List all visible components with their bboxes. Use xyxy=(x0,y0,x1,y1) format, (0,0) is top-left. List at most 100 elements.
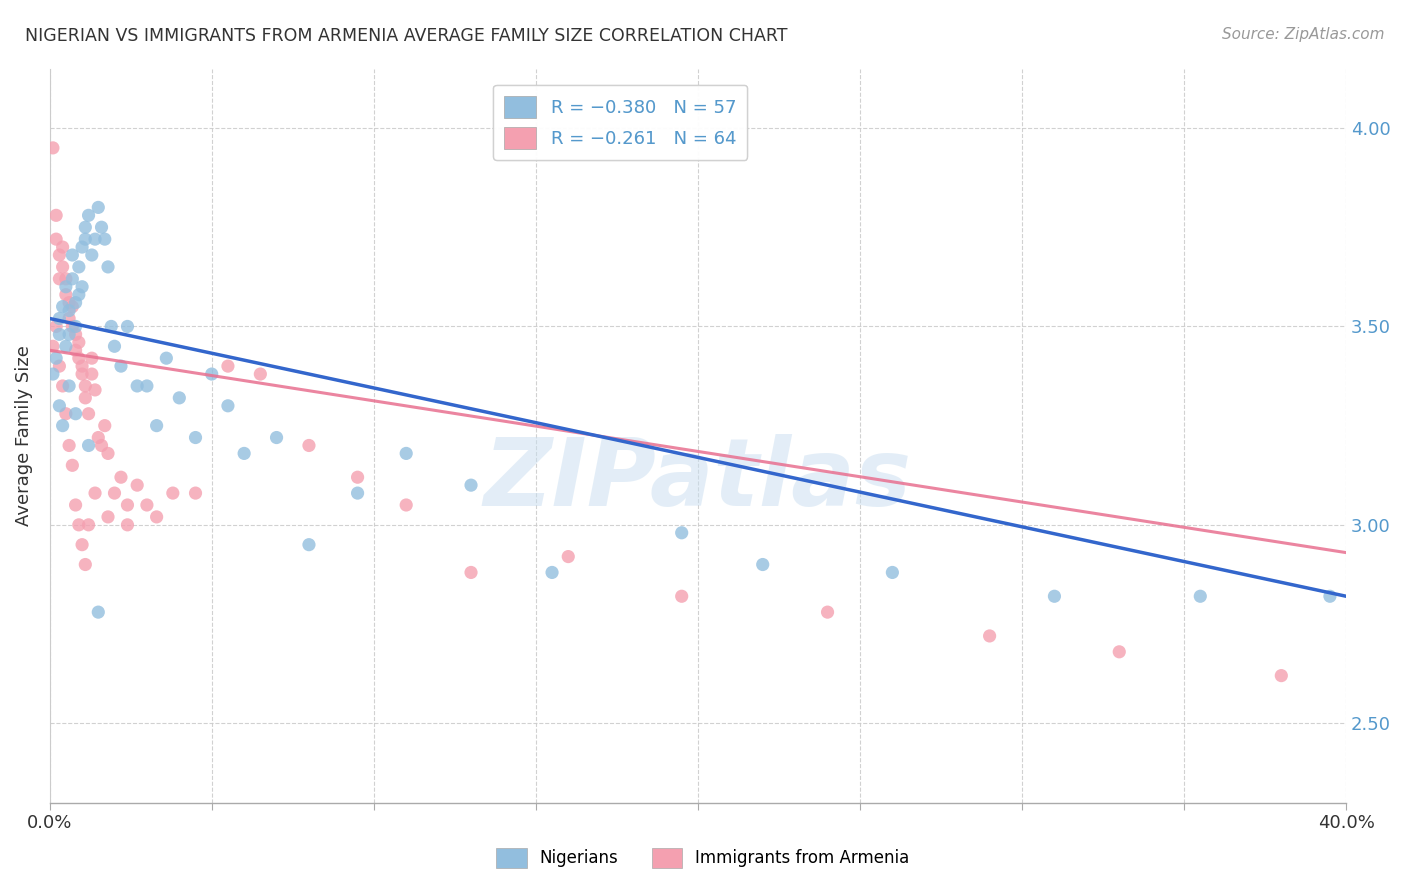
Point xyxy=(45,232,67,246)
Point xyxy=(77,517,100,532)
Point xyxy=(395,446,418,460)
Point xyxy=(117,319,139,334)
Point xyxy=(55,279,77,293)
Point xyxy=(184,431,207,445)
Point xyxy=(70,240,93,254)
Point xyxy=(882,566,904,580)
Point xyxy=(42,141,65,155)
Point xyxy=(67,351,90,366)
Point xyxy=(346,486,368,500)
Text: Source: ZipAtlas.com: Source: ZipAtlas.com xyxy=(1222,27,1385,42)
Point xyxy=(84,232,107,246)
Point xyxy=(94,232,117,246)
Point xyxy=(75,220,97,235)
Point xyxy=(217,399,239,413)
Point xyxy=(80,367,103,381)
Point xyxy=(60,300,83,314)
Point xyxy=(55,287,77,301)
Point xyxy=(65,498,87,512)
Point xyxy=(103,339,125,353)
Point xyxy=(145,418,167,433)
Point xyxy=(155,351,177,366)
Point xyxy=(52,379,75,393)
Point xyxy=(45,351,67,366)
Point xyxy=(55,339,77,353)
Point xyxy=(127,478,149,492)
Point xyxy=(162,486,184,500)
Legend: R = −0.380   N = 57, R = −0.261   N = 64: R = −0.380 N = 57, R = −0.261 N = 64 xyxy=(494,85,747,160)
Point xyxy=(58,303,80,318)
Point xyxy=(671,525,693,540)
Text: ZIPatlas: ZIPatlas xyxy=(484,434,912,525)
Point xyxy=(45,208,67,222)
Point xyxy=(1189,589,1212,603)
Point xyxy=(48,359,70,373)
Point xyxy=(87,201,110,215)
Point xyxy=(97,509,120,524)
Point xyxy=(77,438,100,452)
Point xyxy=(460,566,482,580)
Point xyxy=(58,438,80,452)
Point xyxy=(45,319,67,334)
Point xyxy=(249,367,271,381)
Point xyxy=(87,431,110,445)
Point xyxy=(48,399,70,413)
Point xyxy=(65,407,87,421)
Point xyxy=(48,327,70,342)
Point xyxy=(84,383,107,397)
Text: NIGERIAN VS IMMIGRANTS FROM ARMENIA AVERAGE FAMILY SIZE CORRELATION CHART: NIGERIAN VS IMMIGRANTS FROM ARMENIA AVER… xyxy=(25,27,787,45)
Point xyxy=(117,498,139,512)
Point xyxy=(94,418,117,433)
Point xyxy=(65,295,87,310)
Point xyxy=(135,379,157,393)
Point xyxy=(201,367,224,381)
Point xyxy=(52,300,75,314)
Point xyxy=(110,470,132,484)
Point xyxy=(70,359,93,373)
Point xyxy=(266,431,288,445)
Point xyxy=(1319,589,1341,603)
Point xyxy=(110,359,132,373)
Point xyxy=(48,272,70,286)
Point xyxy=(67,517,90,532)
Point xyxy=(77,208,100,222)
Point xyxy=(233,446,256,460)
Point xyxy=(58,311,80,326)
Point xyxy=(87,605,110,619)
Point xyxy=(103,486,125,500)
Point xyxy=(58,295,80,310)
Point xyxy=(55,272,77,286)
Point xyxy=(60,458,83,473)
Point xyxy=(70,538,93,552)
Point xyxy=(97,260,120,274)
Point xyxy=(48,248,70,262)
Point xyxy=(1043,589,1066,603)
Point xyxy=(65,343,87,358)
Point xyxy=(117,517,139,532)
Point xyxy=(671,589,693,603)
Point xyxy=(67,335,90,350)
Point xyxy=(460,478,482,492)
Y-axis label: Average Family Size: Average Family Size xyxy=(15,345,32,526)
Point xyxy=(42,339,65,353)
Point xyxy=(65,327,87,342)
Point xyxy=(557,549,579,564)
Point xyxy=(52,260,75,274)
Point xyxy=(70,367,93,381)
Point xyxy=(169,391,191,405)
Point xyxy=(145,509,167,524)
Point xyxy=(1108,645,1130,659)
Point xyxy=(60,272,83,286)
Point xyxy=(65,319,87,334)
Point xyxy=(77,407,100,421)
Point xyxy=(217,359,239,373)
Point xyxy=(52,418,75,433)
Point xyxy=(100,319,122,334)
Point xyxy=(346,470,368,484)
Point xyxy=(58,327,80,342)
Point xyxy=(75,232,97,246)
Point xyxy=(60,248,83,262)
Point xyxy=(75,379,97,393)
Point xyxy=(67,287,90,301)
Point xyxy=(97,446,120,460)
